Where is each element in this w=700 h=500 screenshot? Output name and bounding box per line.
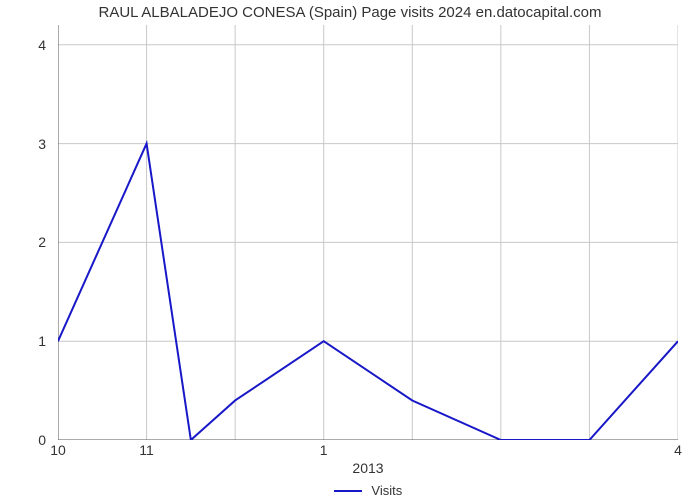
legend: Visits: [58, 482, 678, 498]
plot-area: [58, 25, 678, 440]
plot-svg: [58, 25, 678, 440]
y-tick-label: 0: [38, 432, 46, 448]
y-tick-label: 4: [38, 37, 46, 53]
y-tick-label: 2: [38, 234, 46, 250]
x-tick-label: 4: [674, 442, 682, 458]
y-tick-label: 1: [38, 333, 46, 349]
x-tick-label: 1: [320, 442, 328, 458]
legend-label: Visits: [371, 483, 402, 498]
x-axis-ticks: 101114: [58, 442, 678, 462]
chart-title: RAUL ALBALADEJO CONESA (Spain) Page visi…: [0, 4, 700, 21]
legend-line-icon: [334, 490, 362, 492]
x-axis-label: 2013: [58, 460, 678, 476]
chart-container: RAUL ALBALADEJO CONESA (Spain) Page visi…: [0, 0, 700, 500]
x-tick-label: 10: [50, 442, 66, 458]
y-axis-ticks: 01234: [0, 25, 52, 440]
y-tick-label: 3: [38, 136, 46, 152]
x-tick-label: 11: [139, 442, 154, 458]
